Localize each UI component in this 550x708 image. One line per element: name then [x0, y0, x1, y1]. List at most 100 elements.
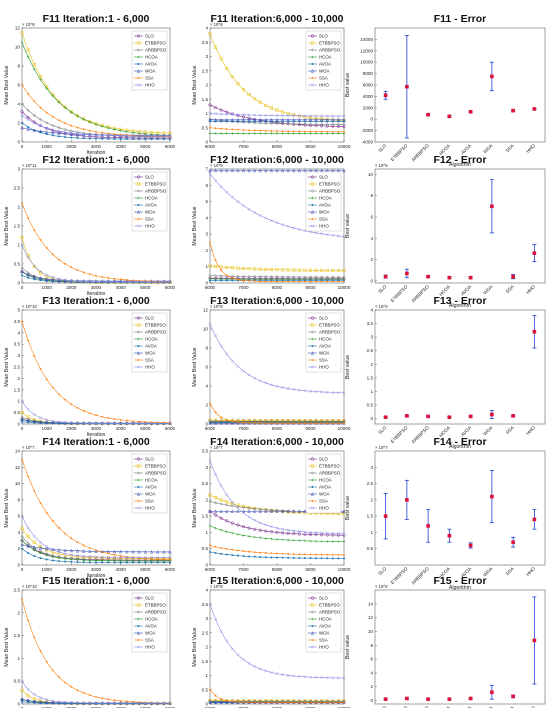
x-tick-label: SSA	[505, 566, 516, 577]
data-point	[95, 414, 97, 417]
data-point	[162, 556, 166, 560]
data-point	[231, 548, 234, 551]
x-tick-label: SSA	[505, 705, 516, 708]
y-tick-label: 12	[15, 26, 21, 31]
data-point	[253, 665, 257, 668]
data-point	[63, 557, 67, 560]
y-tick-label: 3.5	[202, 449, 209, 454]
y-tick-label: 2.5	[14, 365, 21, 370]
data-point	[214, 106, 218, 110]
data-point	[320, 122, 324, 127]
data-point	[51, 130, 55, 135]
data-point	[51, 134, 54, 137]
data-point	[314, 533, 318, 537]
data-point	[297, 674, 301, 678]
y-tick-label: 8	[205, 346, 208, 351]
data-point	[169, 558, 171, 561]
data-point	[33, 555, 36, 558]
data-point	[82, 421, 86, 425]
data-point	[253, 280, 256, 283]
y-tick-label: 1.5	[14, 387, 21, 392]
chart-F15-b: F15 Iteration:6,000 - 10,000 0 0.5 1 1.5 2 2.5…	[192, 575, 351, 708]
series-HHO	[20, 243, 172, 284]
data-point	[220, 416, 223, 419]
data-point	[258, 521, 262, 525]
data-point	[51, 559, 54, 562]
data-point	[88, 549, 92, 553]
data-point	[230, 274, 234, 278]
y-tick-label: 3	[205, 54, 208, 59]
data-point	[64, 681, 67, 684]
x-tick-label: 2000	[66, 285, 77, 290]
data-point	[27, 217, 30, 219]
data-point	[144, 421, 147, 423]
data-point	[319, 117, 324, 122]
data-point	[137, 365, 140, 369]
y-tick-label: 0	[205, 281, 208, 286]
data-point	[39, 106, 42, 109]
data-point	[76, 269, 79, 272]
mean-marker	[405, 84, 409, 89]
data-point	[241, 87, 246, 92]
data-point	[247, 132, 251, 135]
data-point	[39, 269, 42, 273]
data-point	[292, 132, 296, 135]
legend-label: SSA	[145, 76, 154, 81]
data-point	[298, 130, 301, 133]
y-axis-label: Best value	[345, 496, 351, 520]
y-tick-label: 0	[370, 416, 373, 421]
data-point	[331, 122, 335, 127]
data-point	[45, 558, 48, 561]
data-point	[51, 123, 55, 128]
data-point	[168, 134, 172, 138]
chart-F14-a: F14 Iteration:1 - 6,000 0 2 4 6 8 10 12 14× 10^7…	[4, 436, 176, 579]
x-tick-label: AVOA	[460, 705, 473, 708]
data-point	[100, 133, 104, 137]
data-point	[309, 130, 312, 133]
data-point	[131, 134, 135, 138]
series-HHO	[208, 459, 346, 536]
data-point	[247, 661, 251, 665]
data-point	[219, 509, 223, 513]
series-HHO	[208, 112, 346, 118]
data-point	[38, 129, 43, 133]
x-tick-label: 4000	[116, 567, 127, 572]
data-point	[162, 280, 166, 284]
data-point	[315, 422, 317, 424]
data-point	[259, 422, 262, 424]
data-point	[64, 122, 67, 125]
data-point	[106, 133, 110, 137]
data-point	[242, 129, 245, 131]
data-point	[156, 134, 160, 138]
data-point	[248, 550, 250, 553]
data-point	[287, 130, 290, 133]
data-point	[45, 660, 48, 663]
x-tick-label: 1000	[42, 567, 53, 572]
data-point	[325, 117, 329, 122]
data-point	[275, 168, 279, 173]
data-point	[253, 527, 257, 531]
mean-marker	[532, 638, 537, 643]
data-point	[269, 113, 273, 117]
data-point	[308, 122, 313, 126]
data-point	[137, 617, 140, 621]
data-point	[113, 137, 116, 140]
data-point	[292, 114, 296, 118]
y-tick-label: 4	[205, 588, 208, 593]
data-point	[292, 268, 296, 272]
data-point	[320, 280, 323, 283]
series-WOA	[208, 168, 346, 173]
x-tick-label: 6000	[165, 706, 176, 708]
data-point	[107, 126, 110, 130]
legend-box	[305, 453, 342, 514]
data-point	[281, 268, 285, 272]
data-point	[320, 422, 323, 424]
data-point	[343, 280, 345, 283]
data-point	[242, 421, 245, 424]
data-point	[76, 689, 79, 692]
legend-label: ARBBPSO	[319, 48, 341, 53]
data-point	[70, 560, 73, 563]
data-point	[209, 402, 211, 404]
data-point	[107, 137, 110, 140]
data-point	[310, 631, 315, 635]
